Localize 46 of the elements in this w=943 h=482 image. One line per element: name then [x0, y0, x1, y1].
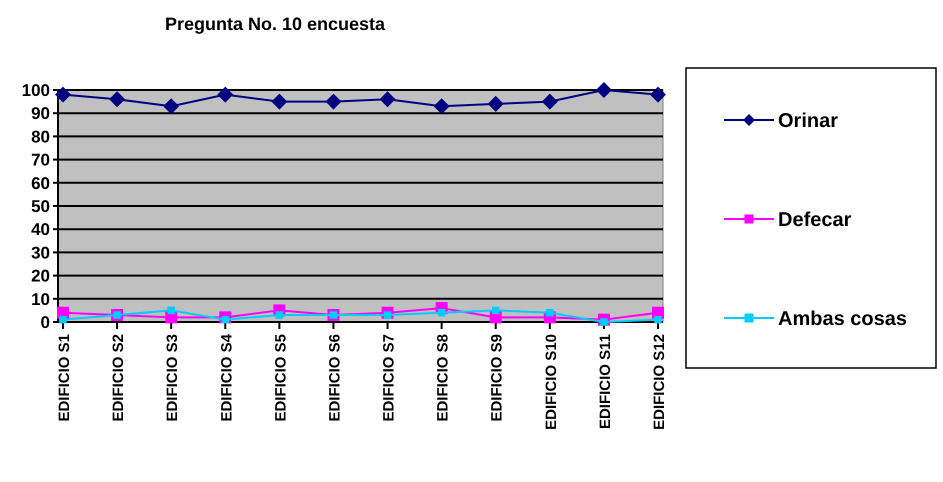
- y-tick-label: 0: [40, 312, 50, 332]
- x-tick-label: EDIFICIO S10: [542, 334, 560, 430]
- y-tick-label: 80: [31, 127, 50, 146]
- point: [59, 316, 67, 324]
- x-tick-label: EDIFICIO S9: [488, 334, 506, 422]
- legend-label: Orinar: [778, 110, 838, 132]
- y-tick-label: 60: [31, 174, 50, 193]
- point: [438, 308, 446, 316]
- y-tick-label: 90: [31, 104, 50, 124]
- point: [167, 306, 175, 314]
- x-tick-label: EDIFICIO S3: [164, 334, 182, 422]
- x-tick-label: EDIFICIO S12: [651, 334, 668, 430]
- y-tick-label: 70: [31, 150, 50, 170]
- point: [271, 94, 288, 110]
- point: [163, 98, 180, 114]
- point: [380, 91, 396, 108]
- point: [542, 94, 558, 110]
- point: [276, 311, 284, 319]
- y-tick-label: 10: [31, 290, 50, 309]
- point: [217, 86, 234, 103]
- x-tick-label: EDIFICIO S2: [110, 334, 128, 422]
- point: [325, 94, 342, 110]
- y-tick-label: 100: [22, 80, 50, 100]
- x-tick-label: EDIFICIO S4: [218, 333, 236, 422]
- legend-label: Ambas cosas: [778, 308, 907, 330]
- point: [109, 91, 126, 108]
- point: [488, 96, 504, 112]
- x-tick-label: EDIFICIO S5: [272, 334, 290, 422]
- legend-label: Defecar: [778, 209, 852, 231]
- point: [654, 316, 662, 324]
- point: [650, 86, 666, 103]
- x-tick-label: EDIFICIO S11: [596, 334, 614, 430]
- x-tick-label: EDIFICIO S6: [326, 334, 344, 422]
- x-tick-label: EDIFICIO S8: [434, 334, 452, 422]
- point: [546, 308, 554, 316]
- y-tick-label: 30: [31, 243, 50, 262]
- point: [434, 98, 450, 114]
- y-tick-label: 40: [31, 220, 50, 240]
- point: [596, 82, 612, 98]
- y-tick-label: 50: [31, 196, 50, 216]
- chart-title: Pregunta No. 10 encuesta: [164, 14, 386, 34]
- x-tick-label: EDIFICIO S7: [380, 334, 398, 422]
- y-tick-label: 20: [31, 266, 50, 286]
- x-tick-label: EDIFICIO S1: [56, 334, 73, 422]
- point: [55, 86, 71, 103]
- point: [492, 306, 500, 314]
